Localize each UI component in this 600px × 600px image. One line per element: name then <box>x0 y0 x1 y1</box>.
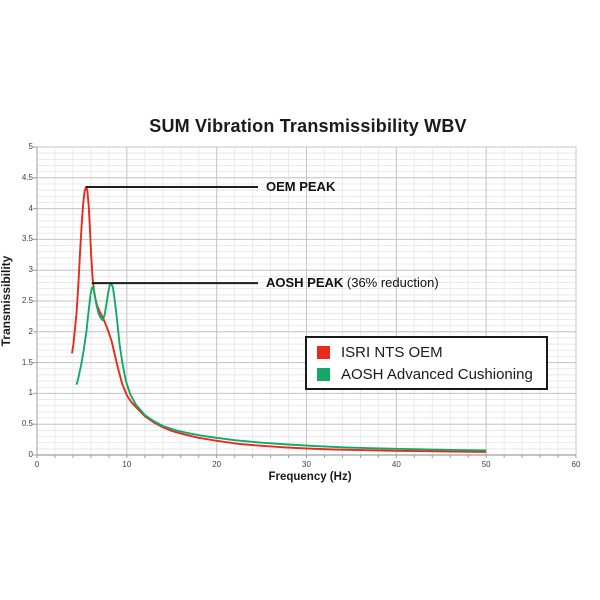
y-tick-label: 3 <box>28 265 33 275</box>
x-tick-label: 60 <box>571 460 581 469</box>
x-tick-label: 10 <box>122 460 132 469</box>
y-tick-label: 1 <box>28 388 33 398</box>
y-tick-label: 3.5 <box>21 234 33 244</box>
y-tick-label: 2.5 <box>21 296 33 305</box>
legend: ISRI NTS OEM AOSH Advanced Cushioning <box>305 336 548 390</box>
legend-swatch-oem <box>317 345 330 359</box>
legend-item-oem: ISRI NTS OEM <box>317 344 546 361</box>
x-axis-title: Frequency (Hz) <box>268 471 352 483</box>
annotation-aosh-peak: AOSH PEAK (36% reduction) <box>266 274 439 292</box>
y-tick-label: 4 <box>28 203 33 213</box>
series-line-0 <box>71 186 487 453</box>
y-tick-label: 4.5 <box>21 172 33 182</box>
legend-swatch-aosh <box>317 367 330 381</box>
legend-label-oem: ISRI NTS OEM <box>341 343 443 361</box>
x-tick-label: 30 <box>302 460 311 469</box>
y-tick-label: 1.5 <box>21 357 33 367</box>
annotation-oem-peak-label: OEM PEAK <box>265 179 336 195</box>
annotation-aosh-peak-note: (36% reduction) <box>343 275 439 291</box>
y-tick-label: 0 <box>28 450 33 459</box>
series-line-1 <box>75 282 487 452</box>
chart-title: SUM Vibration Transmissibility WBV <box>149 116 467 136</box>
y-tick-label: 5 <box>28 142 33 151</box>
x-tick-label: 20 <box>212 460 222 469</box>
x-tick-label: 50 <box>481 460 491 469</box>
legend-item-aosh: AOSH Advanced Cushioning <box>317 366 546 383</box>
annotation-aosh-peak-label: AOSH PEAK <box>265 275 344 291</box>
annotation-oem-peak: OEM PEAK <box>266 178 335 196</box>
y-tick-label: 0.5 <box>21 419 33 429</box>
y-tick-label: 2 <box>28 326 33 336</box>
x-tick-label: 40 <box>391 460 401 469</box>
legend-label-aosh: AOSH Advanced Cushioning <box>341 365 533 383</box>
x-tick-label: 0 <box>34 460 40 469</box>
